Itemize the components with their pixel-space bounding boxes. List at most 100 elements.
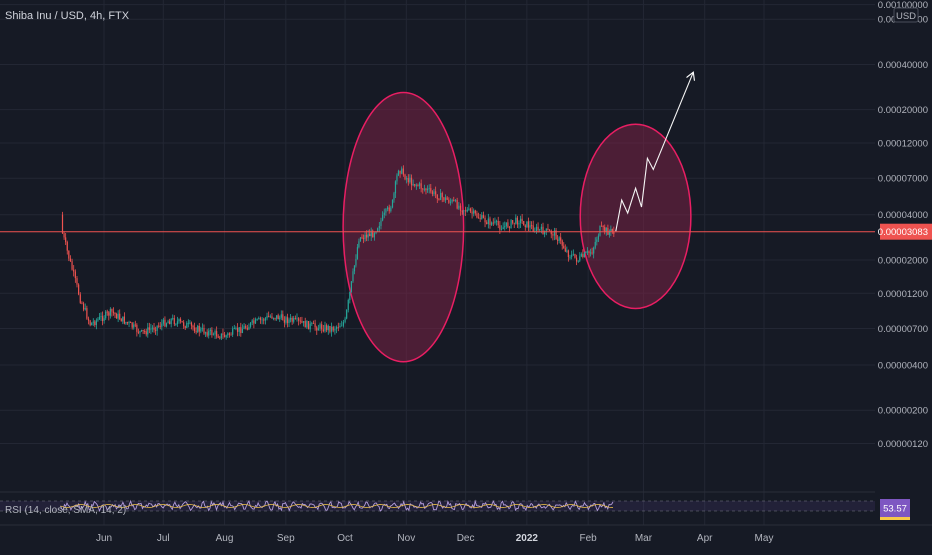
candle-body xyxy=(436,194,438,199)
candle-body xyxy=(236,327,239,332)
candle-body xyxy=(92,321,94,323)
candle-body xyxy=(296,318,298,320)
candle-body xyxy=(426,188,429,191)
candle-body xyxy=(173,318,175,325)
candle-body xyxy=(537,226,539,231)
rsi-sma-badge-bar xyxy=(880,517,910,520)
candle-body xyxy=(383,212,385,215)
candle-body xyxy=(545,228,547,232)
candle-body xyxy=(156,325,158,331)
y-tick-label: 0.00002000 xyxy=(878,255,928,266)
candle-body xyxy=(370,230,372,237)
candle-body xyxy=(438,198,440,200)
candle-body xyxy=(466,209,468,212)
candle-body xyxy=(461,210,463,212)
candle-body xyxy=(322,329,324,332)
candle-body xyxy=(117,313,119,319)
candle-body xyxy=(510,220,512,228)
candle-body xyxy=(145,331,147,335)
x-tick-label: Aug xyxy=(216,533,234,544)
candle-body xyxy=(125,322,127,324)
candle-body xyxy=(492,222,494,224)
candle-body xyxy=(356,247,359,259)
candle-body xyxy=(362,238,365,239)
candle-body xyxy=(519,218,522,224)
candle-body xyxy=(142,329,144,332)
candle-body xyxy=(150,328,152,330)
candle-body xyxy=(446,197,448,200)
candle-body xyxy=(288,319,290,324)
candle-body xyxy=(420,183,422,189)
candle-body xyxy=(544,231,546,235)
candle-body xyxy=(97,319,99,321)
candle-body xyxy=(91,322,93,326)
y-tick-label: 0.00007000 xyxy=(878,174,928,185)
x-tick-label: Sep xyxy=(277,533,295,544)
candle-body xyxy=(304,321,306,328)
candle-body xyxy=(513,222,515,224)
candle-body xyxy=(439,193,442,200)
candle-body xyxy=(195,331,197,333)
candle-body xyxy=(148,327,150,330)
candle-body xyxy=(428,188,430,189)
candle-body xyxy=(282,314,284,321)
x-tick-label: Feb xyxy=(580,533,598,544)
candle-body xyxy=(256,319,258,320)
candle-body xyxy=(219,337,221,339)
candle-body xyxy=(347,299,349,310)
candle-body xyxy=(516,217,518,225)
candle-body xyxy=(61,214,64,234)
candle-body xyxy=(81,302,83,304)
candle-body xyxy=(324,325,326,332)
candle-body xyxy=(397,170,400,176)
last-price-badge: 0.00003083 xyxy=(878,223,932,240)
candle-body xyxy=(482,215,485,218)
candle-body xyxy=(139,331,141,333)
candle-body xyxy=(258,318,260,320)
candle-body xyxy=(240,327,242,334)
candle-body xyxy=(86,308,88,319)
candle-body xyxy=(386,207,389,210)
candle-body xyxy=(235,327,237,329)
candle-body xyxy=(417,185,419,186)
candle-body xyxy=(98,316,101,320)
candle-body xyxy=(566,250,568,252)
candle-body xyxy=(486,222,488,225)
candle-body xyxy=(176,321,179,325)
candle-body xyxy=(611,229,613,232)
candle-body xyxy=(198,325,200,332)
candle-body xyxy=(230,334,232,336)
candle-body xyxy=(451,199,453,202)
candle-body xyxy=(65,237,67,243)
candle-body xyxy=(274,318,276,319)
candle-body xyxy=(253,320,255,324)
candle-body xyxy=(465,210,467,212)
candle-body xyxy=(241,328,244,334)
candle-body xyxy=(302,321,305,323)
candle-body xyxy=(311,323,313,324)
candle-body xyxy=(268,315,270,317)
candle-body xyxy=(369,234,371,237)
candle-body xyxy=(454,200,457,201)
candle-body xyxy=(154,329,157,331)
candle-body xyxy=(604,226,606,232)
rsi-indicator-label[interactable]: RSI (14, close, SMA, 14, 2) xyxy=(5,505,127,516)
candle-body xyxy=(385,209,387,213)
candle-body xyxy=(314,323,316,328)
candle-body xyxy=(330,326,333,332)
candle-body xyxy=(73,269,75,272)
candle-body xyxy=(372,230,374,238)
candle-body xyxy=(264,318,266,321)
candle-body xyxy=(453,199,455,201)
candle-body xyxy=(201,328,204,329)
candle-body xyxy=(87,318,90,321)
candle-body xyxy=(162,319,164,324)
candle-body xyxy=(227,333,229,336)
candle-body xyxy=(377,228,379,232)
candle-body xyxy=(515,217,517,224)
candle-body xyxy=(583,252,585,258)
symbol-title[interactable]: Shiba Inu / USD, 4h, FTX xyxy=(5,10,130,22)
candle-body xyxy=(441,193,443,198)
